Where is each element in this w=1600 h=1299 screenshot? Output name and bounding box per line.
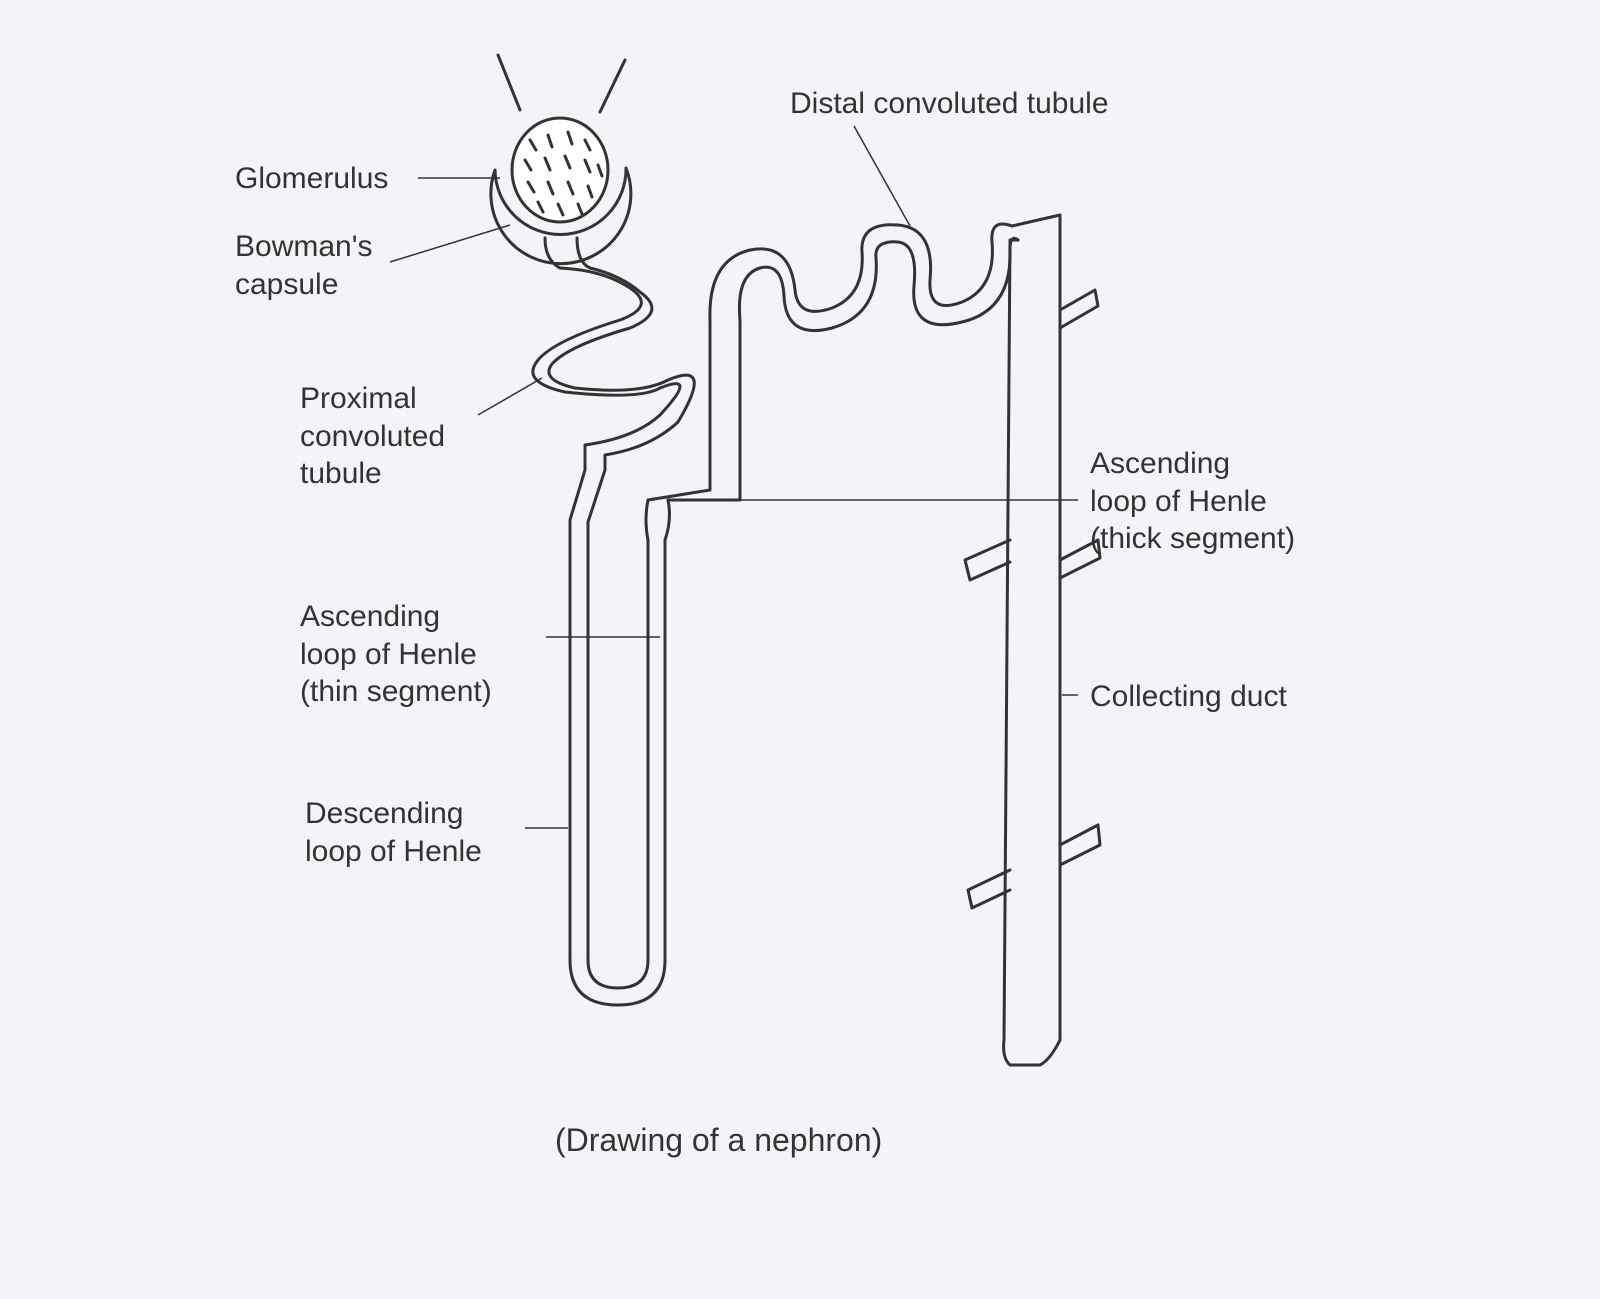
label-pct: Proximal convoluted tubule xyxy=(300,380,445,493)
label-dct: Distal convoluted tubule xyxy=(790,85,1109,123)
leader-bowman xyxy=(390,225,510,262)
dct-shape xyxy=(710,224,1012,320)
leader-dct xyxy=(854,126,910,226)
label-bowman: Bowman's capsule xyxy=(235,228,372,303)
leader-pct xyxy=(478,378,542,415)
ascending-thick-shape xyxy=(648,320,710,500)
label-glomerulus: Glomerulus xyxy=(235,160,388,198)
caption: (Drawing of a nephron) xyxy=(555,1120,882,1160)
label-asc-thick: Ascending loop of Henle (thick segment) xyxy=(1090,445,1295,558)
collecting-duct-shape xyxy=(1004,215,1060,1065)
label-desc: Descending loop of Henle xyxy=(305,795,482,870)
descending-loop-shape xyxy=(570,470,585,960)
pct-shape xyxy=(533,268,680,470)
label-cd: Collecting duct xyxy=(1090,678,1287,716)
label-asc-thin: Ascending loop of Henle (thin segment) xyxy=(300,598,492,711)
